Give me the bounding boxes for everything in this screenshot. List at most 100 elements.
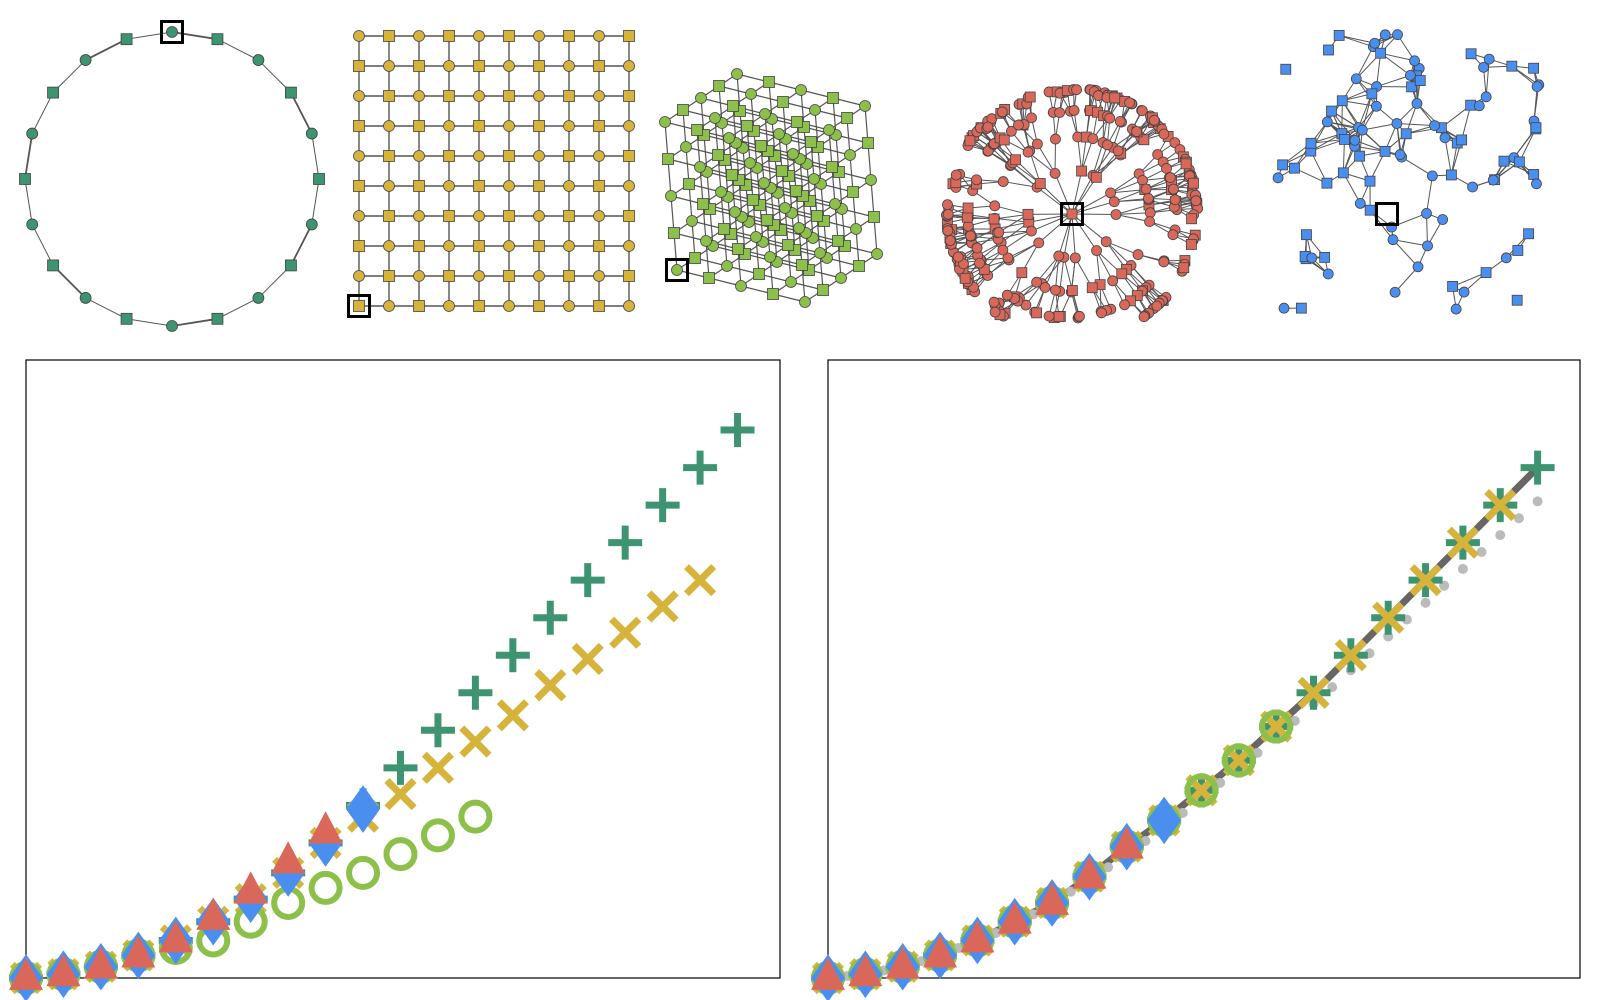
graph-node	[252, 292, 265, 304]
graph-node	[988, 296, 1000, 308]
graph-node	[1371, 100, 1382, 112]
graph-node	[413, 270, 425, 282]
graph-edge	[785, 138, 790, 177]
graph-node	[729, 206, 741, 218]
graph-node	[47, 259, 59, 272]
graph-node	[1411, 98, 1423, 109]
marker-triangle	[9, 957, 43, 990]
graph-node	[1422, 240, 1433, 252]
marker-dot	[1513, 513, 1524, 524]
graph-node	[593, 30, 605, 42]
graph-node	[1437, 214, 1449, 225]
graph-node	[731, 68, 743, 80]
graph-node	[79, 54, 92, 66]
graph-node	[623, 60, 635, 72]
graph-edge	[688, 183, 693, 222]
graph-edge	[1110, 173, 1140, 194]
graph-node	[26, 127, 39, 140]
graph-node	[1024, 91, 1036, 103]
graph-node	[353, 150, 365, 162]
graph-node	[1323, 44, 1334, 56]
graph-edge	[768, 81, 773, 120]
graph-node	[805, 136, 817, 148]
graph-node	[785, 276, 797, 288]
graph-node	[353, 270, 365, 282]
graph-node	[413, 300, 425, 312]
series-line	[827, 465, 1541, 982]
graph-node	[383, 60, 395, 72]
graph-node	[755, 140, 767, 152]
graph-node	[1278, 302, 1290, 314]
graph-node	[1104, 112, 1116, 124]
graph-node	[811, 210, 823, 222]
graph-node	[982, 121, 994, 133]
marker-ring	[383, 837, 418, 872]
graph-edge	[714, 117, 719, 156]
graph-edge	[828, 129, 833, 168]
graph-node	[1026, 112, 1037, 124]
graph-node	[942, 208, 954, 220]
graph-edge	[1533, 86, 1538, 122]
graph-node	[26, 218, 39, 231]
graph-edge	[849, 154, 854, 193]
graph-node	[285, 86, 297, 99]
graph-edge	[764, 113, 769, 152]
graph-node	[1033, 237, 1045, 249]
graph-edge	[766, 219, 771, 258]
graph-node	[503, 90, 515, 102]
graph-node	[443, 180, 455, 192]
graph-node	[1364, 175, 1376, 187]
graph-edge	[1031, 213, 1073, 232]
graph-node	[1109, 92, 1121, 104]
graph-edge	[1339, 34, 1374, 48]
grid-graph	[347, 30, 635, 318]
graph-node	[1164, 172, 1176, 183]
graph-node	[563, 240, 575, 252]
graph-node	[1404, 69, 1416, 81]
graph-edge	[717, 154, 722, 193]
graph-node	[1031, 276, 1043, 288]
graph-edge	[1114, 197, 1149, 203]
graph-node	[689, 252, 701, 264]
graph-node	[727, 100, 739, 112]
graph-node	[1001, 289, 1013, 301]
graph-node	[1110, 209, 1122, 220]
graph-node	[853, 260, 865, 272]
graph-node	[1031, 307, 1043, 319]
graph-node	[713, 80, 725, 92]
marker-triangle	[308, 811, 343, 844]
graph-edge	[670, 195, 675, 234]
graph-node	[1387, 234, 1399, 246]
marker-x	[459, 725, 492, 758]
graph-node	[817, 284, 829, 296]
graph-node	[211, 312, 224, 325]
graph-edge	[700, 97, 705, 136]
graph-node	[997, 244, 1009, 256]
graph-node	[1138, 311, 1150, 323]
graph-edge	[126, 318, 173, 327]
graph-edge	[770, 187, 775, 226]
graph-node	[1066, 208, 1078, 220]
series-salmon	[9, 811, 343, 990]
graph-node	[695, 92, 707, 104]
graph-edge	[1081, 138, 1094, 172]
highlight-box	[665, 258, 689, 282]
graph-node	[799, 296, 811, 308]
graph-edge	[1059, 257, 1065, 292]
marker-triangle	[811, 957, 845, 990]
graph-node	[503, 30, 515, 42]
graph-node	[723, 132, 735, 144]
graph-edge	[1010, 164, 1038, 188]
graph-node	[443, 60, 455, 72]
graph-node	[1446, 169, 1457, 181]
graph-node	[871, 248, 883, 260]
graph-node	[1005, 125, 1017, 137]
graph-node	[989, 306, 1001, 318]
graph-node	[1394, 149, 1406, 160]
graph-node	[662, 153, 674, 165]
graph-edge	[832, 97, 837, 136]
graph-node	[1091, 245, 1102, 256]
highlight-box	[347, 294, 371, 318]
marker-ring	[1221, 743, 1256, 778]
ring-graph	[19, 20, 325, 332]
